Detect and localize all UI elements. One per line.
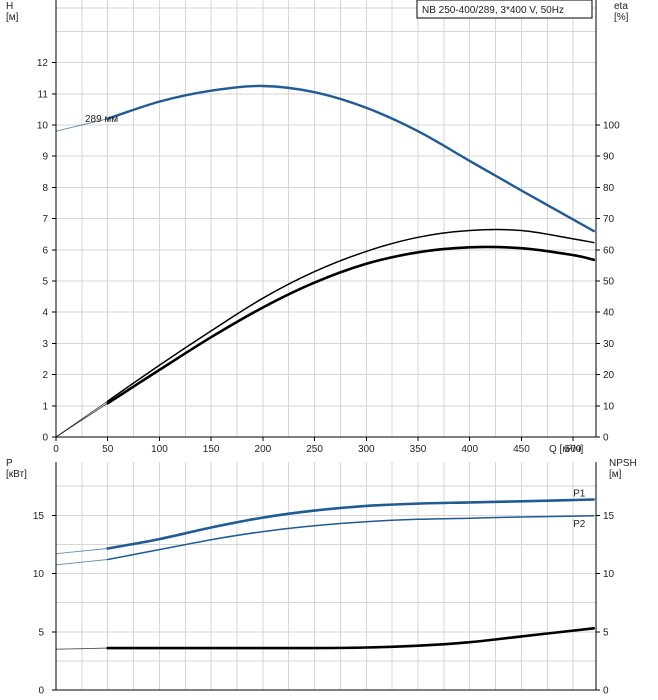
y-axis-label-power: P [кВт] (6, 458, 27, 480)
series-label-289: 289 мм (85, 114, 118, 125)
x-tick-label: 500 (565, 444, 582, 455)
y-axis-label-npsh: NPSH [м] (609, 458, 637, 480)
y-tick-label: 4 (42, 308, 48, 319)
x-tick-label: 350 (410, 444, 427, 455)
y-tick-label: 10 (33, 569, 45, 580)
power-p1-curve-line (106, 498, 596, 550)
bottom-ticks: 0 5 10 15 0 5 10 15 (33, 511, 615, 697)
y-tick-label: 3 (42, 339, 48, 350)
npsh-curve-extrapolated-line (55, 647, 108, 650)
y-axis-label-eta: eta [%] (614, 1, 629, 23)
x-tick-label: 0 (53, 444, 59, 455)
y2-tick-label: 5 (603, 627, 609, 638)
series-label-p2: P2 (573, 519, 586, 530)
y-tick-label: 5 (38, 627, 44, 638)
eta-curve-bold-line (106, 245, 596, 405)
power-p2-curve-extrapolated-line (55, 559, 108, 566)
power-p2-curve-line (106, 515, 595, 561)
y2-tick-label: 60 (603, 245, 615, 256)
y2-tick-label: 10 (603, 569, 615, 580)
y-tick-label: 6 (42, 245, 48, 256)
y2-tick-label: 90 (603, 152, 615, 163)
npsh-curve-line (106, 627, 596, 650)
y-tick-label: 12 (37, 58, 49, 69)
y2-tick-label: 80 (603, 183, 615, 194)
y2-tick-label: 0 (603, 686, 609, 697)
bottom-axes (55, 462, 597, 691)
eta-curve-line (106, 228, 595, 402)
bottom-curves: P1 P2 (55, 489, 596, 650)
power-npsh-chart: P1 P2 0 5 10 15 0 5 10 15 P [кВт] NPSH [м] (6, 458, 637, 697)
x-tick-label: 50 (102, 444, 114, 455)
y-tick-label: 1 (42, 401, 48, 412)
y-tick-label: 11 (38, 89, 49, 100)
y2-tick-label: 70 (603, 214, 615, 225)
y-axis-label-head: H [м] (6, 1, 19, 23)
chart-title-box (416, 0, 593, 19)
y2-tick-label: 0 (603, 433, 609, 444)
x-axis-label: Q [м³/ч] (549, 444, 584, 455)
x-tick-label: 400 (461, 444, 478, 455)
x-tick-label: 300 (358, 444, 375, 455)
y-tick-label: 15 (33, 511, 45, 522)
eta-curve-bold-extrapolated-line (55, 402, 108, 438)
y-tick-label: 2 (42, 370, 48, 381)
x-tick-label: 100 (151, 444, 168, 455)
y-tick-label: 10 (37, 121, 49, 132)
x-tick-label: 450 (513, 444, 530, 455)
x-tick-label: 150 (203, 444, 220, 455)
y2-tick-label: 50 (603, 277, 615, 288)
y-tick-label: 7 (42, 214, 48, 225)
y-tick-label: 8 (42, 183, 48, 194)
y2-tick-label: 15 (603, 511, 615, 522)
series-label-p1: P1 (573, 489, 586, 500)
x-tick-label: 250 (306, 444, 323, 455)
bottom-grid (56, 462, 596, 690)
y2-tick-label: 30 (603, 339, 615, 350)
top-curves: 289 мм (55, 84, 596, 438)
y-tick-label: 9 (42, 152, 48, 163)
y2-tick-label: 100 (603, 121, 620, 132)
y2-tick-label: 10 (603, 401, 615, 412)
chart-title: NB 250-400/289, 3*400 V, 50Hz (422, 5, 564, 16)
y-tick-label: 0 (42, 433, 48, 444)
y-tick-label: 0 (38, 686, 44, 697)
y2-tick-label: 40 (603, 308, 615, 319)
top-grid (56, 0, 596, 437)
head-curve-line (106, 84, 595, 233)
head-efficiency-chart: 289 мм 012345678910111201020304050607080… (6, 0, 629, 455)
power-p1-curve-extrapolated-line (55, 548, 108, 555)
y2-tick-label: 20 (603, 370, 615, 381)
y-tick-label: 5 (42, 277, 48, 288)
x-tick-label: 200 (255, 444, 272, 455)
head-curve-extrapolated-line (55, 118, 108, 132)
